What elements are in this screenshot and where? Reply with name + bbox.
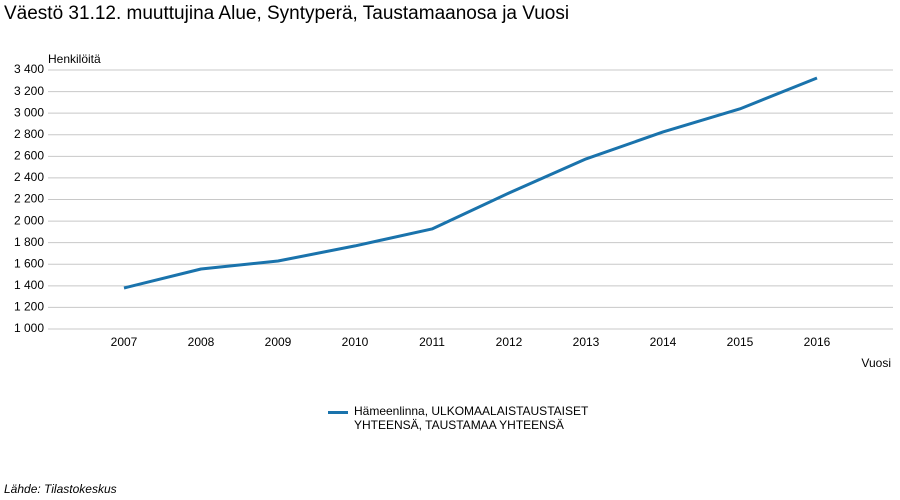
x-tick-label: 2012: [496, 335, 523, 349]
y-tick-label: 2 400: [14, 170, 44, 184]
y-tick-label: 1 400: [14, 278, 44, 292]
x-tick-label: 2010: [342, 335, 369, 349]
y-tick-label: 2 600: [14, 149, 44, 163]
source: Lähde: Tilastokeskus: [4, 482, 117, 496]
legend: Hämeenlinna, ULKOMAALAISTAUSTAISET YHTEE…: [328, 404, 604, 432]
y-axis-label: Henkilöitä: [48, 52, 101, 66]
x-tick-label: 2007: [111, 335, 138, 349]
series-line: [123, 76, 818, 290]
y-tick-label: 3 200: [14, 84, 44, 98]
y-tick-label: 1 800: [14, 235, 44, 249]
x-tick-label: 2016: [804, 335, 831, 349]
y-tick-label: 2 800: [14, 127, 44, 141]
x-axis-label: Vuosi: [861, 356, 891, 370]
x-tick-label: 2014: [650, 335, 677, 349]
y-tick-label: 1 000: [14, 321, 44, 335]
x-tick-label: 2015: [727, 335, 754, 349]
x-tick-label: 2011: [419, 335, 445, 349]
legend-swatch: [328, 411, 348, 414]
x-tick-label: 2013: [573, 335, 600, 349]
chart-title: Väestö 31.12. muuttujina Alue, Syntyperä…: [4, 3, 569, 24]
y-tick-label: 2 200: [14, 192, 44, 206]
y-tick-label: 3 400: [14, 62, 44, 76]
legend-label: Hämeenlinna, ULKOMAALAISTAUSTAISET YHTEE…: [354, 404, 589, 432]
x-tick-label: 2008: [188, 335, 215, 349]
x-tick-label: 2009: [265, 335, 292, 349]
y-tick-label: 2 000: [14, 213, 44, 227]
y-tick-label: 1 600: [14, 256, 44, 270]
y-tick-label: 3 000: [14, 105, 44, 119]
chart: Väestö 31.12. muuttujina Alue, Syntyperä…: [4, 3, 893, 370]
y-tick-label: 1 200: [14, 300, 44, 314]
